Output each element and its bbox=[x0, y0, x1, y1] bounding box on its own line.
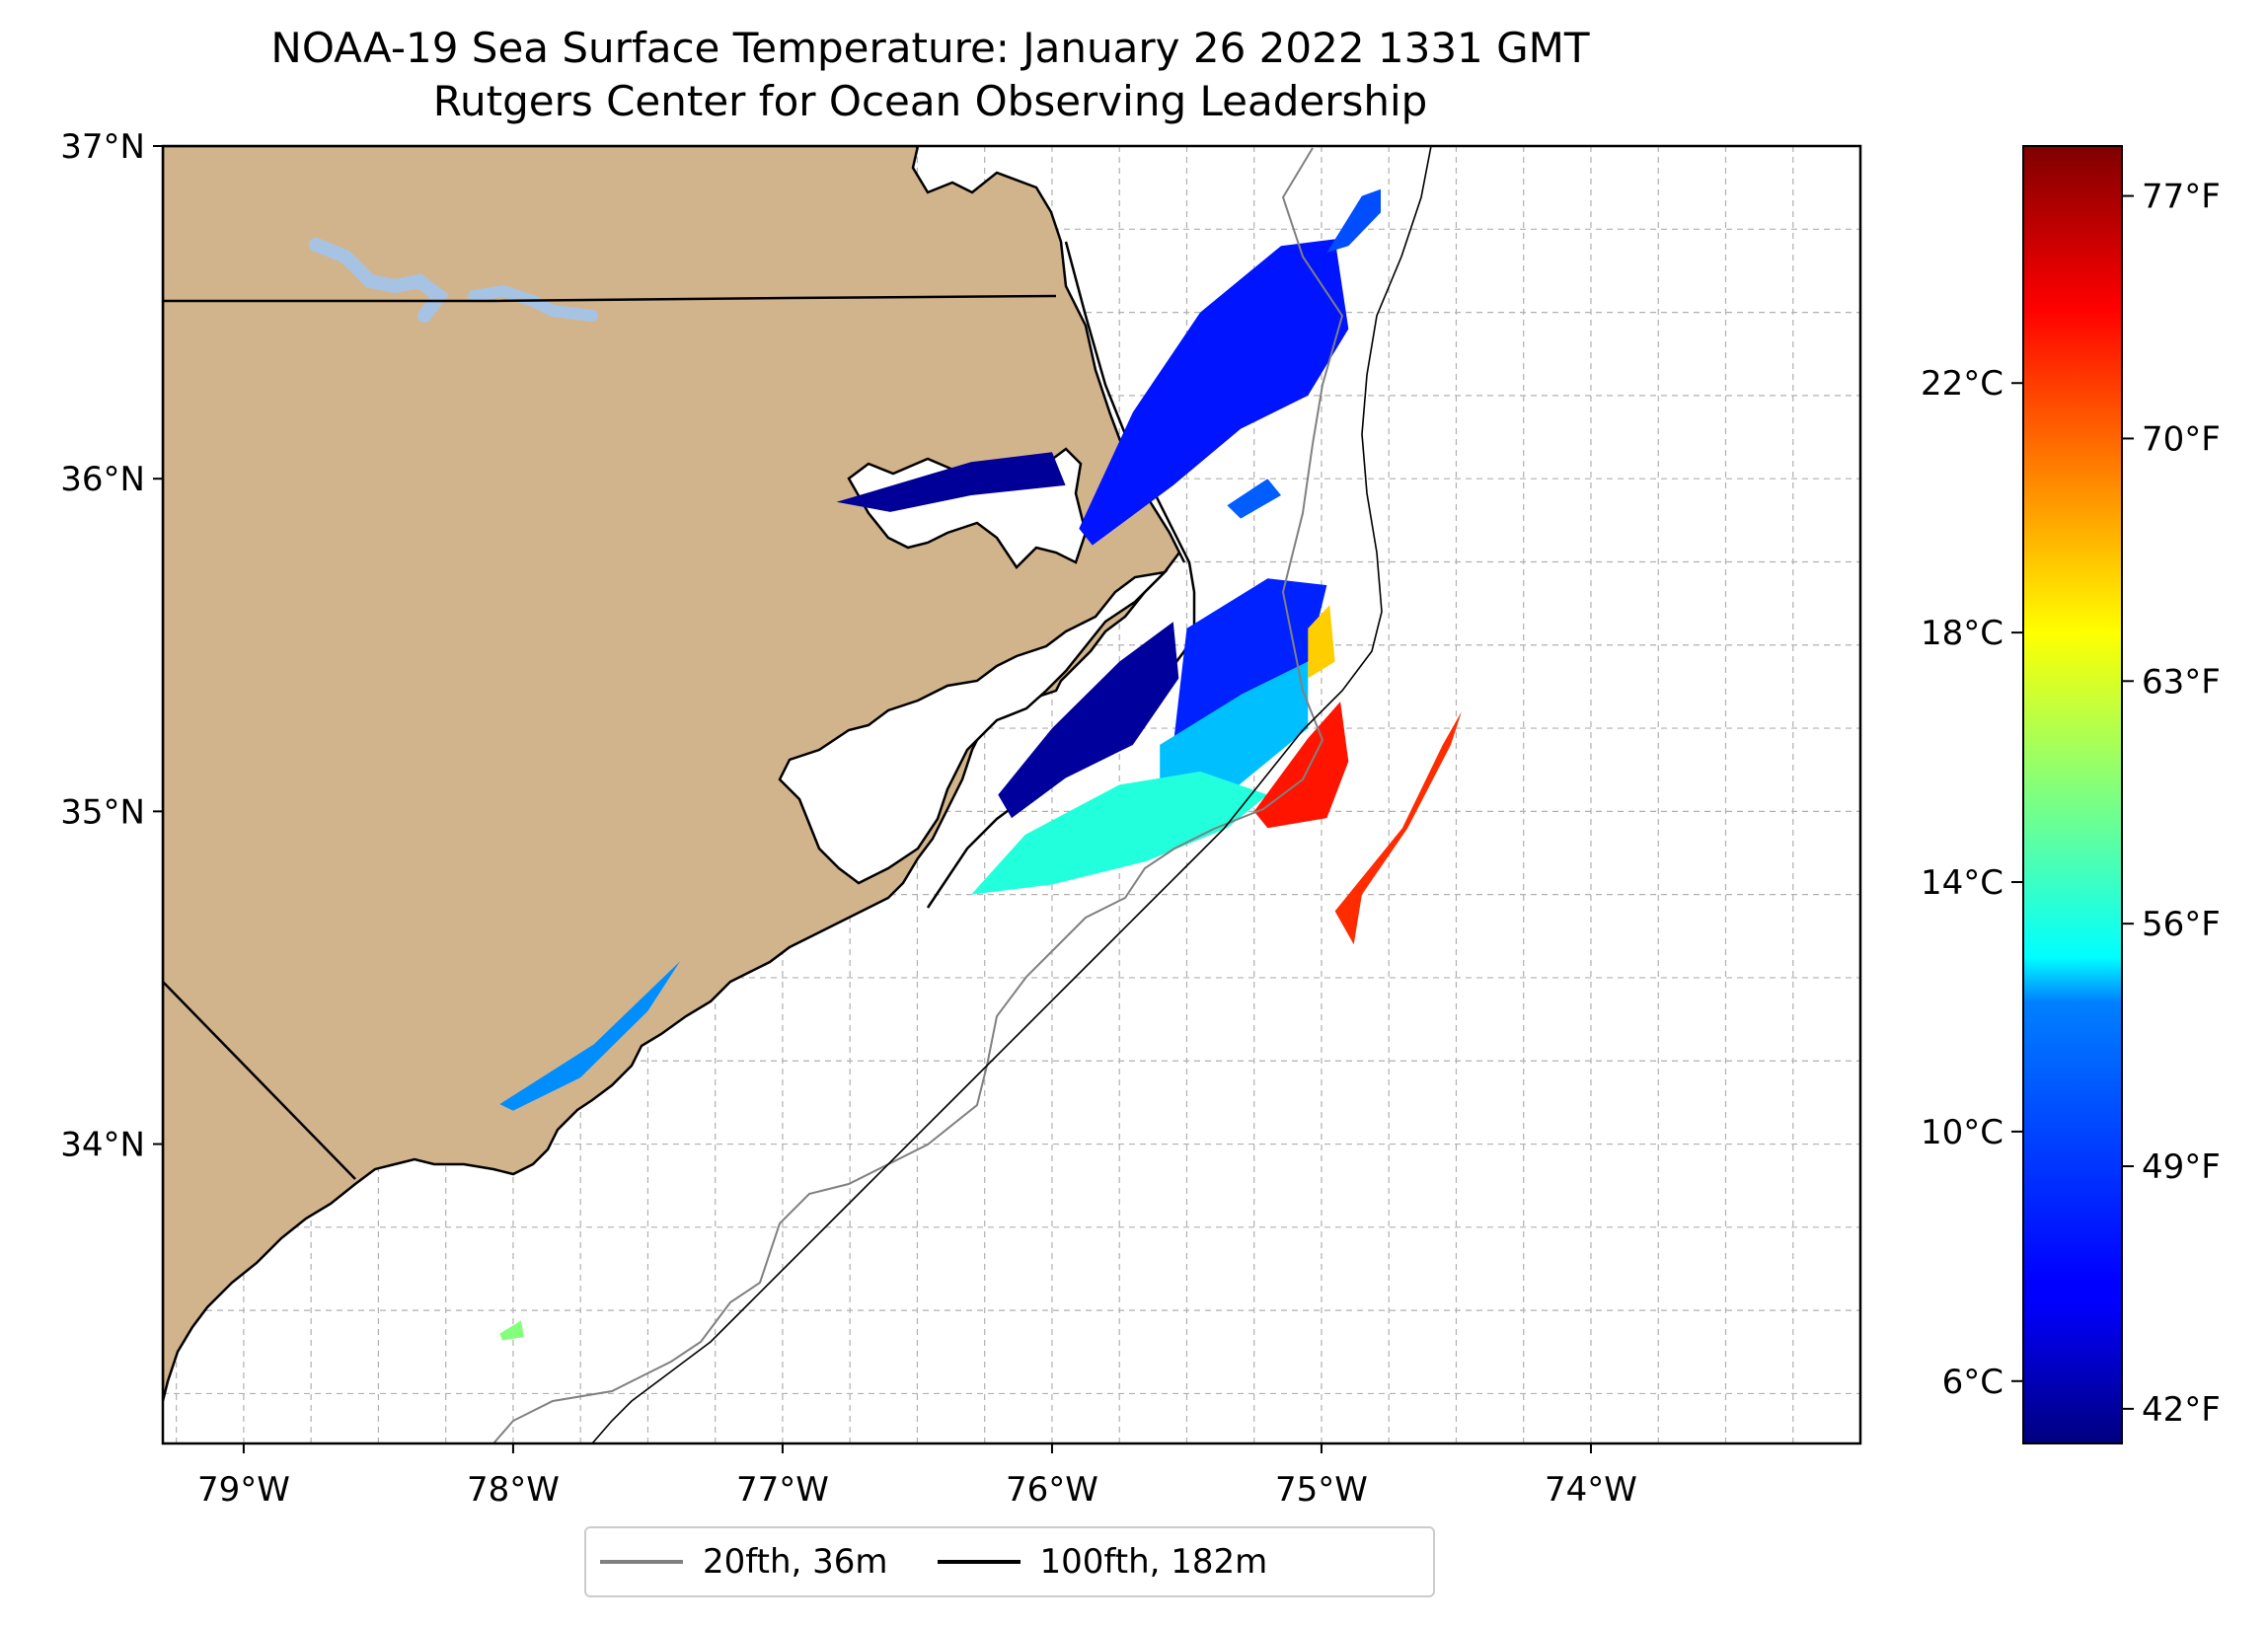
sst-patch bbox=[499, 961, 681, 1111]
sst-patch bbox=[1326, 188, 1381, 253]
lon-tick-label: 78°W bbox=[467, 1470, 560, 1510]
sst-patch bbox=[1227, 479, 1281, 519]
lon-tick-label: 76°W bbox=[1006, 1470, 1098, 1510]
legend-swatch-20fth bbox=[600, 1560, 683, 1564]
map-frame bbox=[161, 144, 1862, 1445]
sst-patch bbox=[1308, 605, 1335, 679]
map-area[interactable] bbox=[163, 146, 1860, 1443]
state-border-va-nc bbox=[163, 294, 1057, 303]
legend-item-100fth: 100fth, 182m bbox=[937, 1542, 1268, 1582]
pamlico-sound bbox=[778, 570, 1169, 885]
sst-patch bbox=[499, 1320, 524, 1341]
lat-tick-label: 34°N bbox=[60, 1126, 145, 1165]
chart-title: NOAA-19 Sea Surface Temperature: January… bbox=[0, 22, 1860, 128]
fahrenheit-tick-label: 49°F bbox=[2142, 1147, 2221, 1187]
sst-patch bbox=[1334, 711, 1462, 945]
isobath-20fth bbox=[492, 147, 1344, 1443]
fahrenheit-tick-label: 70°F bbox=[2142, 419, 2221, 459]
fahrenheit-tick-label: 56°F bbox=[2142, 905, 2221, 944]
colorbar bbox=[2022, 145, 2123, 1444]
lon-tick-label: 77°W bbox=[736, 1470, 829, 1510]
sst-patch bbox=[971, 771, 1268, 895]
lat-tick-label: 37°N bbox=[60, 127, 145, 167]
sst-patch bbox=[998, 622, 1179, 819]
legend-label-20fth: 20fth, 36m bbox=[703, 1542, 888, 1582]
sst-patch bbox=[1079, 239, 1349, 546]
sst-patch bbox=[1253, 702, 1349, 829]
sst-data-layer bbox=[499, 188, 1462, 1341]
lat-tick-label: 36°N bbox=[60, 460, 145, 499]
lon-tick-label: 75°W bbox=[1275, 1470, 1368, 1510]
celsius-tick-label: 22°C bbox=[1921, 364, 2003, 404]
celsius-tick-label: 14°C bbox=[1921, 863, 2003, 903]
legend-item-20fth: 20fth, 36m bbox=[600, 1542, 888, 1582]
lat-tick-label: 35°N bbox=[60, 792, 145, 832]
fahrenheit-tick-label: 63°F bbox=[2142, 662, 2221, 702]
sst-patch bbox=[1160, 661, 1309, 795]
title-line-1: NOAA-19 Sea Surface Temperature: January… bbox=[270, 24, 1590, 72]
fahrenheit-tick-label: 77°F bbox=[2142, 178, 2221, 217]
celsius-tick-label: 6°C bbox=[1942, 1363, 2003, 1402]
isobath-legend: 20fth, 36m 100fth, 182m bbox=[584, 1526, 1435, 1597]
lon-tick-label: 79°W bbox=[197, 1470, 290, 1510]
isobath-100fth bbox=[591, 146, 1432, 1443]
lon-tick-label: 74°W bbox=[1545, 1470, 1637, 1510]
sst-patch bbox=[836, 452, 1066, 512]
lake-gaston bbox=[309, 238, 449, 323]
map-axis-labels: 79°W 78°W 77°W 76°W 75°W 74°W 37°N 36°N 35°N 34°N bbox=[60, 127, 1637, 1510]
celsius-tick-label: 18°C bbox=[1921, 614, 2003, 653]
state-border-nc-sc bbox=[163, 981, 356, 1180]
legend-swatch-100fth bbox=[937, 1560, 1021, 1564]
title-line-2: Rutgers Center for Ocean Observing Leade… bbox=[432, 77, 1428, 125]
fahrenheit-tick-label: 42°F bbox=[2142, 1390, 2221, 1430]
celsius-tick-label: 10°C bbox=[1921, 1113, 2003, 1152]
colorbar-ticks: 6°C 10°C 14°C 18°C 22°C 42°F 49°F 56°F 63°F 70°F 7… bbox=[1921, 178, 2221, 1430]
legend-label-100fth: 100fth, 182m bbox=[1039, 1542, 1268, 1582]
